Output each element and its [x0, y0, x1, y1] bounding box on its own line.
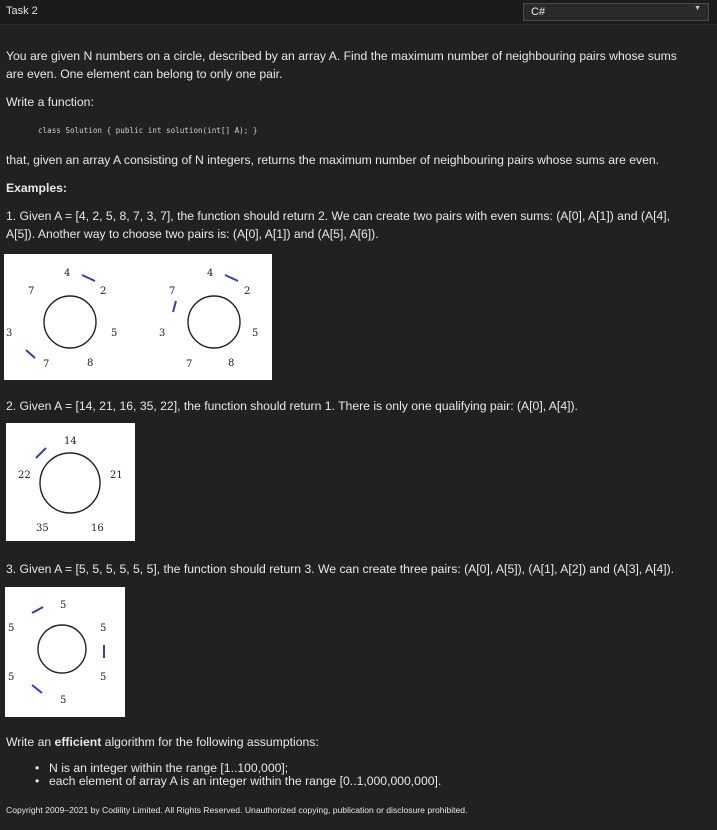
circle-number: 22 — [18, 470, 31, 481]
assumptions-list: N is an integer within the range [1..100… — [30, 762, 441, 788]
circle-number: 2 — [244, 286, 250, 297]
circle-number: 5 — [100, 623, 106, 634]
example-2-figure: 14 21 16 35 22 — [6, 423, 135, 541]
circle-number: 5 — [111, 328, 117, 339]
example-1-circle-left: 4 2 5 8 7 3 7 — [6, 268, 117, 370]
circle-number: 7 — [169, 286, 175, 297]
example-1-text-line-2: A[5]). Another way to choose two pairs i… — [6, 227, 379, 241]
example-1-figures: 4 2 5 8 7 3 7 4 2 5 8 7 3 7 — [4, 254, 272, 380]
example-1-circle-right: 4 2 5 8 7 3 7 — [159, 268, 258, 370]
example-1-figure-svg: 4 2 5 8 7 3 7 4 2 5 8 7 3 7 — [6, 268, 258, 370]
examples-heading: Examples: — [6, 181, 67, 195]
pair-mark — [224, 274, 239, 282]
task-header: Task 2 C# ▼ — [0, 0, 717, 25]
pair-mark — [35, 447, 47, 459]
pair-mark — [81, 274, 96, 282]
example-2-text: 2. Given A = [14, 21, 16, 35, 22], the f… — [6, 399, 578, 413]
assumptions-intro: Write an efficient algorithm for the fol… — [6, 735, 319, 749]
example-1-text-line-1: 1. Given A = [4, 2, 5, 8, 7, 3, 7], the … — [6, 209, 671, 223]
write-function-label: Write a function: — [6, 95, 94, 109]
pair-mark — [31, 684, 43, 694]
circle-number: 4 — [207, 268, 213, 279]
circle-number: 4 — [64, 268, 70, 279]
language-select[interactable]: C# ▼ — [523, 3, 709, 21]
circle-number: 5 — [8, 672, 14, 683]
circle-number: 16 — [91, 523, 104, 534]
example-3-figure: 5 5 5 5 5 5 — [5, 587, 125, 717]
code-signature: class Solution { public int solution(int… — [38, 126, 258, 135]
circle-number: 3 — [6, 328, 12, 339]
circle-number: 7 — [186, 359, 192, 370]
circle-number: 21 — [110, 470, 123, 481]
circle-number: 5 — [60, 695, 66, 706]
statement-line-1: You are given N numbers on a circle, des… — [6, 49, 677, 63]
circle-number: 2 — [100, 286, 106, 297]
example-3-text: 3. Given A = [5, 5, 5, 5, 5, 5], the fun… — [6, 562, 675, 576]
example-3-figure-svg: 5 5 5 5 5 5 — [8, 600, 106, 706]
circle-number: 3 — [159, 328, 165, 339]
pair-mark — [31, 606, 44, 614]
task-title: Task 2 — [6, 5, 38, 17]
circle-number: 8 — [228, 358, 234, 369]
assumption-item: N is an integer within the range [1..100… — [30, 762, 441, 775]
circle-number: 7 — [43, 359, 49, 370]
circle-number: 5 — [60, 600, 66, 611]
caret-down-icon: ▼ — [694, 5, 701, 12]
circle-number: 7 — [28, 286, 34, 297]
copyright-notice: Copyright 2009–2021 by Codility Limited.… — [6, 805, 468, 815]
pair-mark — [172, 300, 177, 313]
example-2-figure-svg: 14 21 16 35 22 — [18, 436, 123, 534]
statement-line-2: are even. One element can belong to only… — [6, 67, 283, 81]
circle-number: 5 — [100, 672, 106, 683]
circle-number: 5 — [8, 623, 14, 634]
pair-mark — [25, 349, 36, 359]
circle-number: 8 — [87, 358, 93, 369]
assumption-item: each element of array A is an integer wi… — [30, 775, 441, 788]
language-selected-value: C# — [531, 6, 546, 18]
circle-number: 14 — [64, 436, 77, 447]
circle-number: 35 — [36, 523, 49, 534]
circle-number: 5 — [252, 328, 258, 339]
statement-description: that, given an array A consisting of N i… — [6, 153, 660, 167]
